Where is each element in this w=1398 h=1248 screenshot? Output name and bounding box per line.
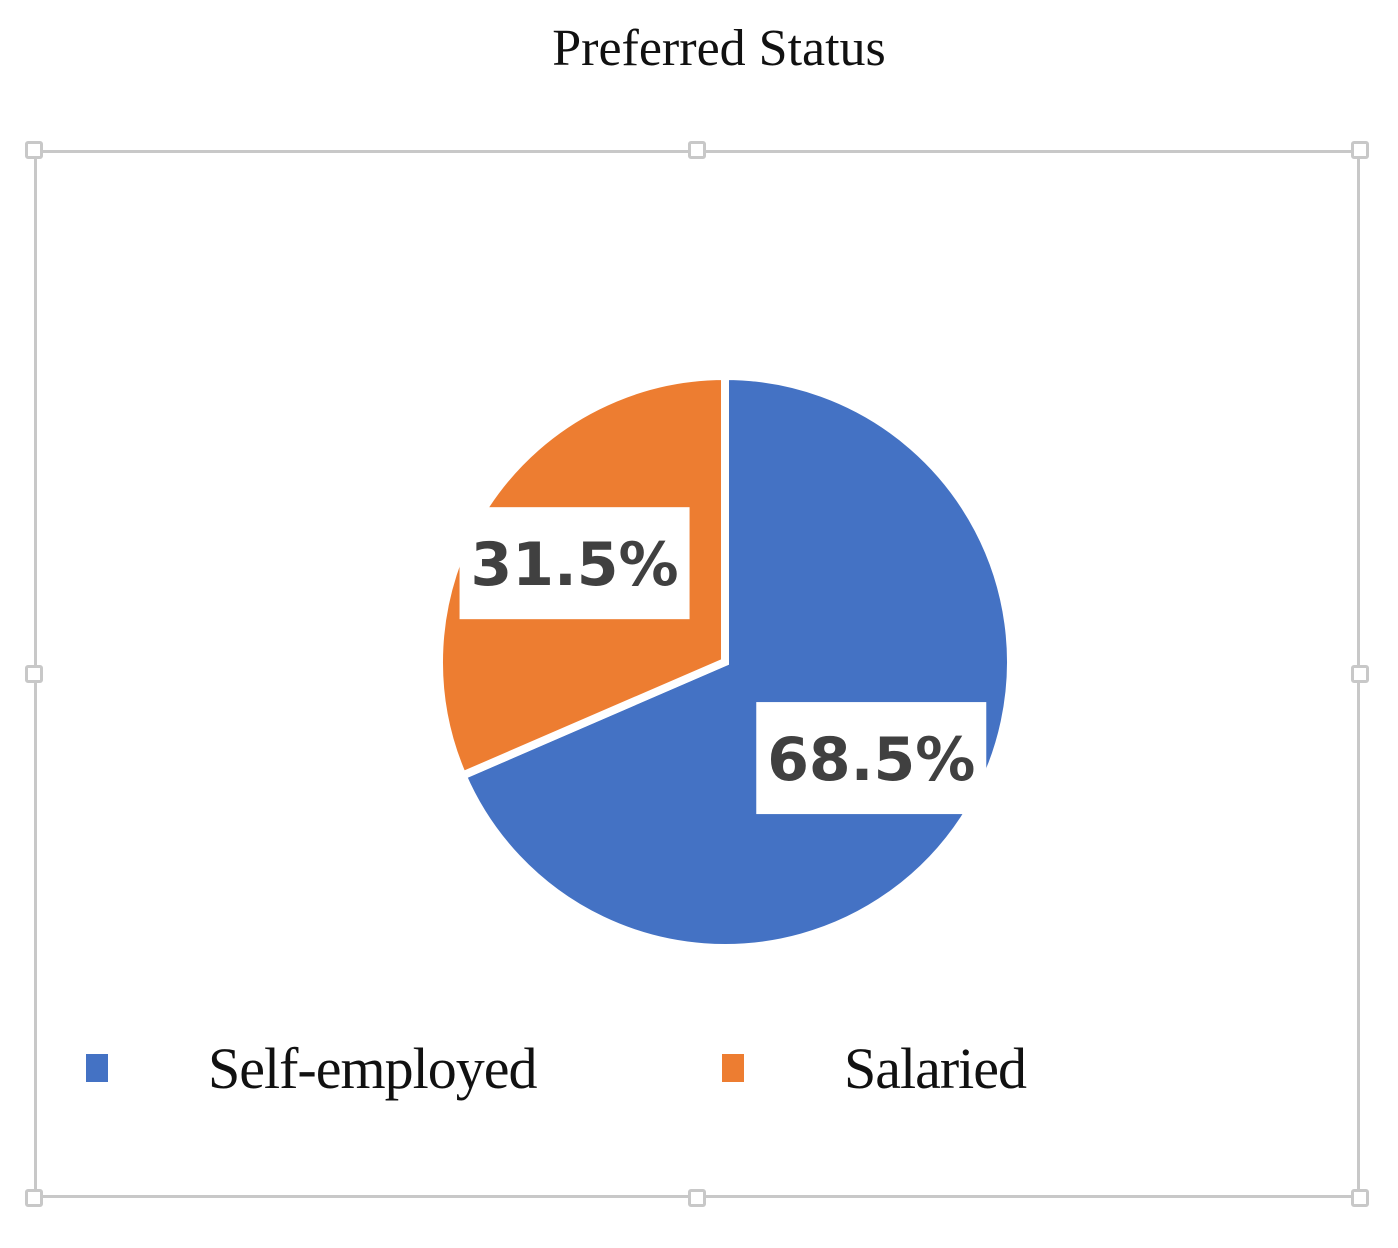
chart-title: Preferred Status: [552, 20, 886, 77]
data-label-self-employed: 68.5%: [756, 702, 987, 815]
legend-label-salaried: Salaried: [844, 1035, 1027, 1101]
resize-handle-middle-right[interactable]: [1351, 665, 1369, 683]
legend-item-self-employed: Self-employed: [86, 1028, 537, 1108]
data-label-text-salaried: 31.5%: [470, 530, 678, 600]
legend: Self-employed Salaried: [0, 1028, 1398, 1108]
legend-swatch-salaried: [722, 1054, 744, 1082]
legend-label-self-employed: Self-employed: [208, 1035, 537, 1101]
resize-handle-bottom-left[interactable]: [25, 1189, 43, 1207]
resize-handle-bottom-middle[interactable]: [688, 1189, 706, 1207]
resize-handle-top-middle[interactable]: [688, 141, 706, 159]
data-label-box-salaried: [459, 507, 690, 620]
data-label-salaried: 31.5%: [459, 507, 690, 620]
data-label-box-self-employed: [756, 702, 987, 815]
resize-handle-top-left[interactable]: [25, 141, 43, 159]
resize-handle-middle-left[interactable]: [25, 665, 43, 683]
resize-handle-top-right[interactable]: [1351, 141, 1369, 159]
data-label-text-self-employed: 68.5%: [767, 725, 975, 795]
legend-swatch-self-employed: [86, 1054, 108, 1082]
legend-item-salaried: Salaried: [722, 1028, 1027, 1108]
resize-handle-bottom-right[interactable]: [1351, 1189, 1369, 1207]
